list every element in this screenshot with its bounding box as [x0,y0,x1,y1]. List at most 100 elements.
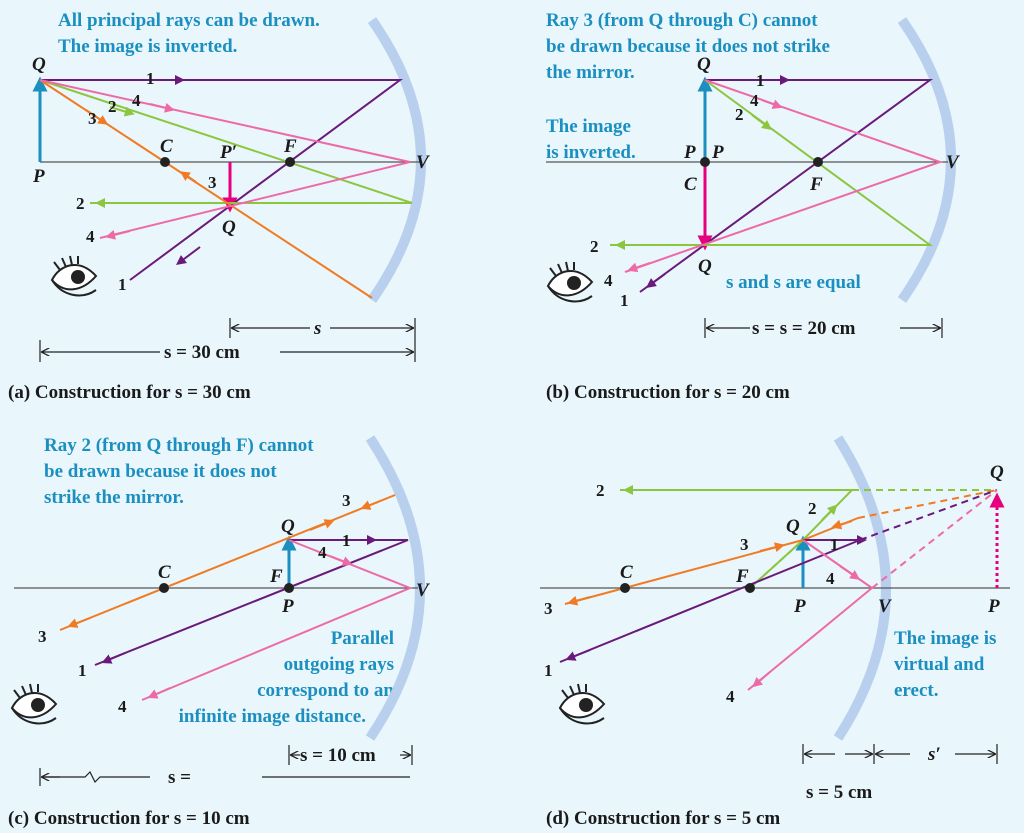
panel-b-mirror [897,17,956,303]
panel-a-label-Qimg: Q [222,217,236,238]
panel-d-ray4-out-arrow [752,671,771,688]
panel-b-label-Qimg: Q [698,256,712,277]
panel-a-ray-label: 3 [208,173,217,192]
panel-c-note-line3: strike the mirror. [44,487,184,508]
panel-c-ray-label: 4 [318,543,327,562]
panel-a-ray2 [39,79,413,204]
panel-d-ray-label: 1 [544,661,553,680]
panel-c-label-Q: Q [281,516,295,537]
panel-b-ray4-arrow [761,99,783,109]
panel-a-dim-s-small: s [313,318,321,339]
panel-a-label-V: V [416,152,430,173]
panel-a-label-Pprime: P′ [219,142,237,163]
panel-c-ray-label: 3 [38,627,47,646]
panel-c-ray3-out-arrow [67,617,91,628]
panel-c-note-line1: Ray 2 (from Q through F) cannot [44,435,314,456]
panel-d-label-C: C [620,562,633,583]
panel-a-label-C: C [160,136,173,157]
panel-b-point-C [700,157,710,167]
panel-c-ray-label: 4 [118,697,127,716]
panel-d-eye-icon [559,683,605,725]
panel-c-ray3 [59,494,396,631]
panel-d-ray-label: 2 [808,499,817,518]
panel-d-ray4 [747,539,874,691]
panel-d-label-Pimg: P [987,596,1000,617]
panel-a-ray-label: 2 [108,97,117,116]
panel-c-ray4-arrow [329,555,353,566]
panel-a-label-P: P [32,166,45,187]
panel-a-label-F: F [283,136,297,157]
panel-b-ray-label: 2 [590,237,599,256]
panel-b: Ray 3 (from Q through C) cannot be drawn… [546,10,960,403]
panel-a-ray4-out-arrow [105,229,131,240]
panel-c-point-F [284,583,294,593]
panel-a-eye-icon [51,255,97,297]
panel-c-point-C [159,583,169,593]
panel-d-ray1-out-arrow [565,649,591,661]
panel-c-note2-line1: Parallel [331,628,394,649]
panel-a-dim-s: s = 30 cm [164,342,240,363]
panel-b-point-F [813,157,823,167]
panel-b-note2-line2: is inverted. [546,142,636,163]
panel-c-label-F: F [269,566,283,587]
panel-c-ray-label: 1 [342,531,351,550]
panel-b-ray4-out-arrow [627,262,651,273]
panel-b-label-P2: P [711,142,724,163]
panel-b-ray-label: 1 [756,71,765,90]
panel-a-note-line1: All principal rays can be drawn. [58,10,320,31]
panel-d-note-line3: erect. [894,680,938,701]
panel-c-note2-line2: outgoing rays [284,654,394,675]
panel-d-ray1-virtual [859,489,998,541]
panel-a-note-line2: The image is inverted. [58,36,237,57]
panel-d-label-V: V [878,596,892,617]
panel-c-ray1-out-arrow [101,652,126,664]
panel-d: The image is virtual and erect. Q Q C [540,435,1010,829]
panel-d-ray2-dashed [749,539,804,589]
panel-d-label-F: F [735,566,749,587]
panel-b-ray4 [624,79,944,273]
panel-b-label-V: V [946,152,960,173]
panel-c-ray1 [94,539,409,666]
panel-b-note-line3: the mirror. [546,62,635,83]
panel-d-ray3-out-arrow [567,595,591,606]
panel-a-ray-label: 2 [76,194,85,213]
panel-b-label-Q: Q [697,54,711,75]
panel-d-caption: (d) Construction for s = 5 cm [546,808,780,829]
panel-d-mirror [833,435,891,741]
panel-b-note-line1: Ray 3 (from Q through C) cannot [546,10,818,31]
panel-c-mirror [365,435,425,741]
panel-d-ray-label: 4 [726,687,735,706]
panel-a-ray-label: 4 [86,227,95,246]
panel-b-ray2 [610,79,934,246]
panel-c-caption: (c) Construction for s = 10 cm [8,808,250,829]
panel-b-ray1-out-arrow [645,273,666,288]
panel-a-ray-label: 3 [88,109,97,128]
panel-d-ray4-arrow [839,565,861,580]
panel-b-ray-label: 1 [620,291,629,310]
panel-a-ray-label: 1 [118,275,127,294]
panel-a-ray3-arrow [85,109,109,125]
panel-c-note-line2: be drawn because it does not [44,461,277,482]
panel-a-ray3-return-arrow [179,171,197,183]
panel-c-eye-icon [11,683,57,725]
panel-d-ray-label: 3 [740,535,749,554]
panel-d-label-Q: Q [786,516,800,537]
panel-d-dim-s: s = 5 cm [806,782,872,803]
panel-d-point-C [620,583,630,593]
panel-a-mirror [367,17,426,303]
panel-d-ray-label: 2 [596,481,605,500]
panel-d-ray3 [564,517,859,605]
panel-b-eye-icon [547,261,593,303]
panel-d-ray3-return-arrow [831,519,853,530]
panel-b-label-F: F [809,174,823,195]
panel-b-note2-line1: The image [546,116,631,137]
panel-c-label-P: P [281,596,294,617]
panel-c-dim-s-prime: s = [168,767,191,788]
panel-b-ray-label: 4 [604,271,613,290]
panel-c-note2-line3: correspond to an [257,680,394,701]
panel-d-ray-label: 1 [830,535,839,554]
panel-c-ray4 [141,539,413,701]
panel-d-ray2-arrow [821,504,838,521]
panel-c-note2-line4: infinite image distance. [179,706,366,727]
panel-b-note-line2: be drawn because it does not strike [546,36,830,57]
